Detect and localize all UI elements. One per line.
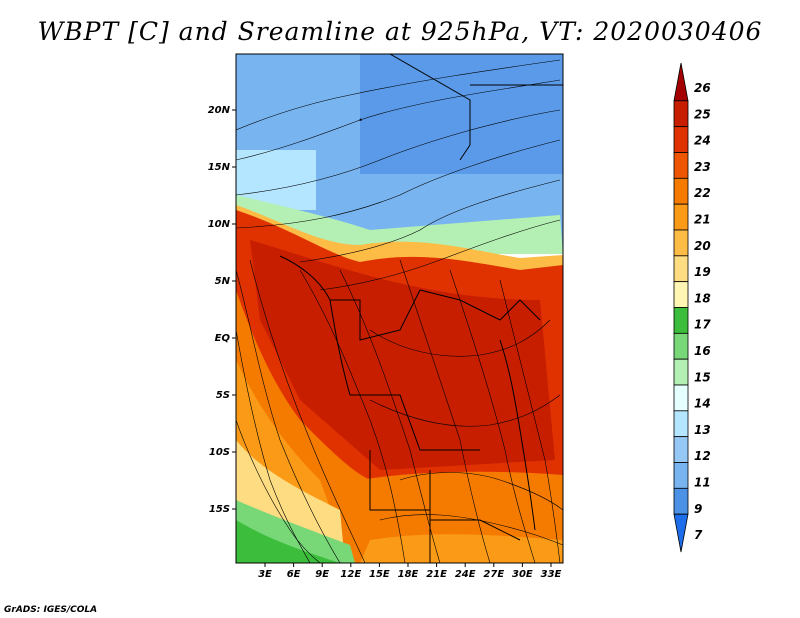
colorbar-label: 11 <box>694 476 711 490</box>
colorbar-swatch <box>673 177 689 205</box>
colorbar-swatch <box>673 462 689 489</box>
colorbar-swatch <box>673 229 689 257</box>
y-tick-label: 10S <box>209 447 230 458</box>
x-tick-label: 18E <box>398 569 419 580</box>
y-tick-label: 5S <box>216 390 230 401</box>
x-tick-label: 27E <box>483 569 504 580</box>
colorbar-swatch <box>673 358 689 386</box>
colorbar-swatch <box>673 255 689 283</box>
x-tick-label: 9E <box>315 569 329 580</box>
colorbar-swatch <box>673 332 689 360</box>
y-axis: 20N 15N 10N 5N EQ 5S 10S 15S <box>208 105 236 515</box>
y-tick-label: 15S <box>209 504 230 515</box>
x-tick-label: 24E <box>455 569 476 580</box>
colorbar: 26 25 24 23 22 21 20 19 18 17 16 15 14 13 12 11 9 7 <box>673 62 711 553</box>
x-tick-label: 30E <box>512 569 533 580</box>
chart-title: WBPT [C] and Sreamline at 925hPa, VT: 20… <box>38 17 763 46</box>
x-tick-label: 21E <box>426 569 447 580</box>
colorbar-bottom-arrow <box>673 513 689 553</box>
colorbar-label: 12 <box>694 449 711 463</box>
colorbar-label: 18 <box>694 291 711 305</box>
colorbar-top-arrow <box>673 62 689 102</box>
y-tick-label: 5N <box>215 276 231 287</box>
colorbar-swatch <box>673 126 689 153</box>
colorbar-label: 20 <box>694 239 711 253</box>
colorbar-label: 26 <box>694 81 711 95</box>
colorbar-swatch <box>673 384 689 412</box>
colorbar-swatch <box>673 410 689 438</box>
colorbar-label: 14 <box>694 397 711 411</box>
colorbar-label: 9 <box>694 502 702 516</box>
colorbar-label: 16 <box>694 344 711 358</box>
colorbar-swatch <box>673 436 689 463</box>
x-axis: 3E 6E 9E 12E 15E 18E 21E 24E 27E 30E 33E <box>258 563 562 580</box>
colorbar-swatch <box>673 100 689 128</box>
colorbar-swatch <box>673 203 689 231</box>
x-tick-label: 12E <box>340 569 361 580</box>
x-tick-label: 15E <box>369 569 390 580</box>
map-frame <box>235 53 564 564</box>
colorbar-label: 13 <box>694 423 711 437</box>
colorbar-swatch <box>673 152 689 179</box>
colorbar-swatch <box>673 307 689 334</box>
colorbar-label: 23 <box>694 160 711 174</box>
colorbar-swatch <box>673 487 689 515</box>
colorbar-swatch <box>673 281 689 308</box>
colorbar-label: 19 <box>694 265 711 279</box>
x-tick-label: 33E <box>541 569 562 580</box>
x-tick-label: 6E <box>287 569 301 580</box>
colorbar-label: 25 <box>694 107 711 121</box>
streamlines <box>236 59 563 563</box>
y-tick-label: 10N <box>208 219 231 230</box>
colorbar-label: 21 <box>694 213 711 227</box>
y-tick-label: EQ <box>215 333 231 344</box>
colorbar-label: 7 <box>694 528 703 542</box>
wbpt-field <box>236 54 563 563</box>
boundaries <box>279 54 563 563</box>
credit-label: GrADS: IGES/COLA <box>4 605 97 615</box>
colorbar-label: 17 <box>694 318 711 332</box>
colorbar-label: 15 <box>694 370 711 384</box>
colorbar-label: 22 <box>694 186 711 200</box>
x-tick-label: 3E <box>258 569 272 580</box>
y-tick-label: 15N <box>208 162 231 173</box>
y-tick-label: 20N <box>208 105 231 116</box>
colorbar-label: 24 <box>694 134 711 148</box>
